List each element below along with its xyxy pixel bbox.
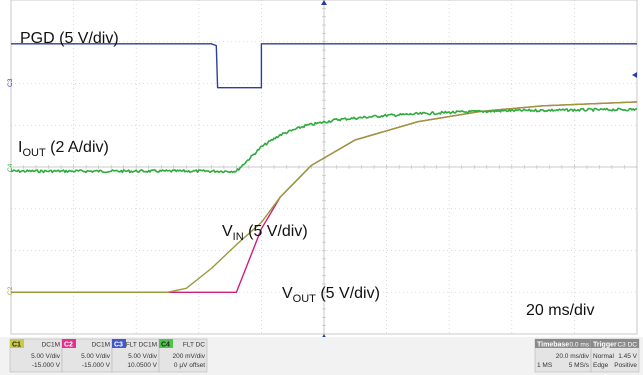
c4-scale: 200 mV/div [172, 353, 205, 360]
c2-mode: DC1M [92, 342, 110, 349]
vout-label-main: V [282, 285, 293, 302]
c2-swatch [62, 339, 76, 348]
status-bar: C1 DC1M 5.00 V/div -15.000 V C2 DC1M 5.0… [0, 337, 643, 375]
trigger-level-marker [632, 72, 637, 78]
iout-label-rest: (2 A/div) [46, 139, 109, 156]
channel-panel-c3[interactable]: C3 FLT DC1M 5.00 V/div 10.0500 V [111, 338, 160, 373]
traces [10, 43, 638, 293]
iout-label-main: I [18, 139, 22, 156]
trigger-mode: Normal [593, 353, 615, 360]
trigger-type: Edge [593, 362, 609, 369]
trigger-slope: Positive [614, 362, 637, 369]
c1-offset: -15.000 V [32, 362, 61, 369]
timebase-label: 20 ms/div [526, 302, 594, 319]
pgd-label: PGD (5 V/div) [20, 30, 119, 47]
iout-label-sub: OUT [22, 147, 46, 159]
grid [10, 0, 638, 335]
c3-scale: 5.00 V/div [128, 353, 158, 360]
trigger-level: 1.45 V [618, 353, 637, 360]
c2-offset: -15.000 V [82, 362, 111, 369]
c4-swatch [159, 339, 173, 348]
c4-mode: FLT DC [183, 342, 205, 349]
channel-panel-c4[interactable]: C4 FLT DC 200 mV/div 0 µV offset [158, 338, 208, 373]
c3-id: C3 [114, 342, 123, 349]
vout-label: VOUT (5 V/div) [282, 285, 380, 305]
c3-offset: 10.0500 V [127, 362, 157, 369]
c4-offset: 0 µV offset [174, 362, 205, 369]
trigger-time-marker-top [321, 0, 327, 5]
c3-marker: C3 [7, 78, 14, 87]
c2-id: C2 [64, 342, 73, 349]
c1-swatch [10, 339, 24, 348]
trigger-panel[interactable]: Trigger C3 DC Normal 1.45 V Edge Positiv… [590, 338, 640, 373]
trace-c3 [11, 43, 637, 89]
vin-label-main: V [222, 223, 233, 240]
timebase-panel[interactable]: Timebase 0.0 ms 20.0 ms/div 1 MS 5 MS/s [534, 338, 592, 373]
c4-id: C4 [161, 342, 170, 349]
timebase-rate: 20.0 ms/div [556, 353, 590, 360]
timebase-delay: 0.0 ms [569, 342, 589, 349]
c3-mode: FLT DC1M [126, 342, 157, 349]
timebase-samples: 1 MS [537, 362, 553, 369]
vin-label-sub: IN [233, 231, 244, 243]
c2-scale: 5.00 V/div [81, 353, 111, 360]
vout-label-sub: OUT [293, 293, 317, 305]
trigger-src: C3 DC [617, 342, 637, 349]
c3-swatch [112, 339, 126, 348]
c1-mode: DC1M [42, 342, 60, 349]
timebase-srate: 5 MS/s [569, 362, 590, 369]
channel-panel-c1[interactable]: C1 DC1M 5.00 V/div -15.000 V [9, 338, 63, 373]
channel-panel-c2[interactable]: C2 DC1M 5.00 V/div -15.000 V [61, 338, 113, 373]
c4-marker: C4 [7, 163, 14, 172]
vin-label-rest: (5 V/div) [244, 223, 308, 240]
c2-marker: C2 [7, 286, 14, 295]
vout-label-rest: (5 V/div) [316, 285, 380, 302]
c1-id: C1 [12, 342, 21, 349]
timebase-title: Timebase [537, 342, 569, 349]
vin-label: VIN (5 V/div) [222, 223, 308, 243]
trigger-title: Trigger [593, 342, 617, 349]
c1-scale: 5.00 V/div [31, 353, 61, 360]
iout-label: IOUT (2 A/div) [18, 139, 109, 159]
trace-c4 [10, 107, 638, 174]
